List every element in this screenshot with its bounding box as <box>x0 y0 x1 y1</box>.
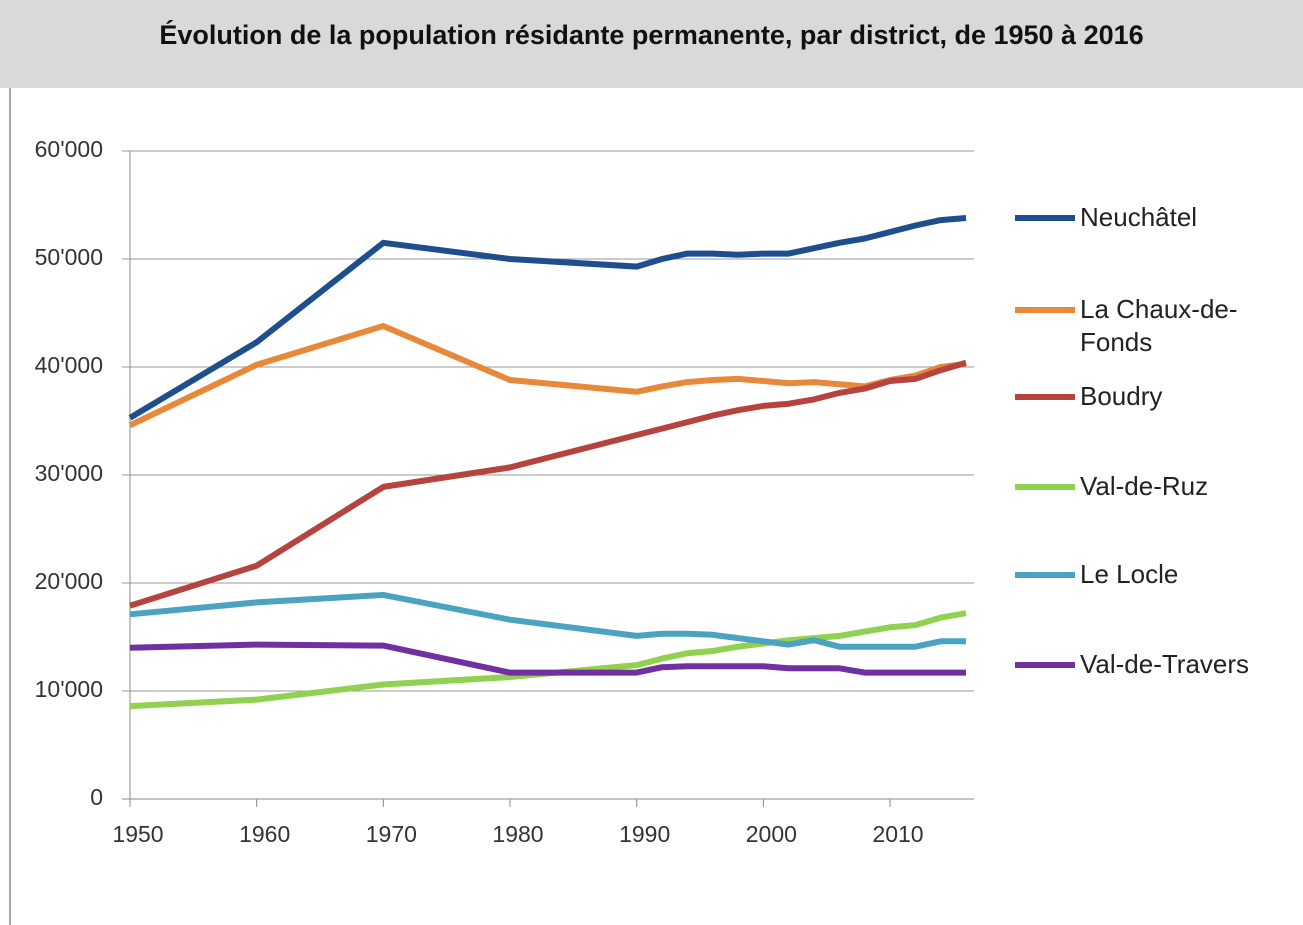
legend-label: Val-de-Ruz <box>1080 471 1209 501</box>
legend-label: Le Locle <box>1080 559 1179 589</box>
y-tick-label: 30'000 <box>35 460 103 486</box>
legend-label: Neuchâtel <box>1080 202 1198 232</box>
y-tick-label: 20'000 <box>35 568 103 594</box>
x-tick-label: 2010 <box>872 821 923 847</box>
chart-title: Évolution de la population résidante per… <box>159 20 1144 50</box>
legend-label: Boudry <box>1080 381 1163 411</box>
legend-label: La Chaux-de-Fonds <box>1080 294 1238 357</box>
y-tick-label: 0 <box>90 784 103 810</box>
y-tick-label: 10'000 <box>35 676 103 702</box>
series-line <box>129 591 966 650</box>
y-tick-label: 40'000 <box>35 352 103 378</box>
series-line <box>129 610 967 710</box>
x-tick-label: 1950 <box>112 821 163 847</box>
x-tick-label: 1960 <box>239 821 290 847</box>
x-tick-label: 1990 <box>619 821 670 847</box>
x-tick-label: 1970 <box>366 821 417 847</box>
y-tick-label: 50'000 <box>35 244 103 270</box>
x-tick-label: 1980 <box>492 821 543 847</box>
y-tick-label: 60'000 <box>35 136 103 162</box>
legend-label: Val-de-Travers <box>1080 649 1250 679</box>
series-line <box>128 215 967 421</box>
series-line <box>129 359 967 609</box>
series-line <box>129 641 966 676</box>
title-bar <box>0 0 1303 88</box>
x-tick-label: 2000 <box>746 821 797 847</box>
